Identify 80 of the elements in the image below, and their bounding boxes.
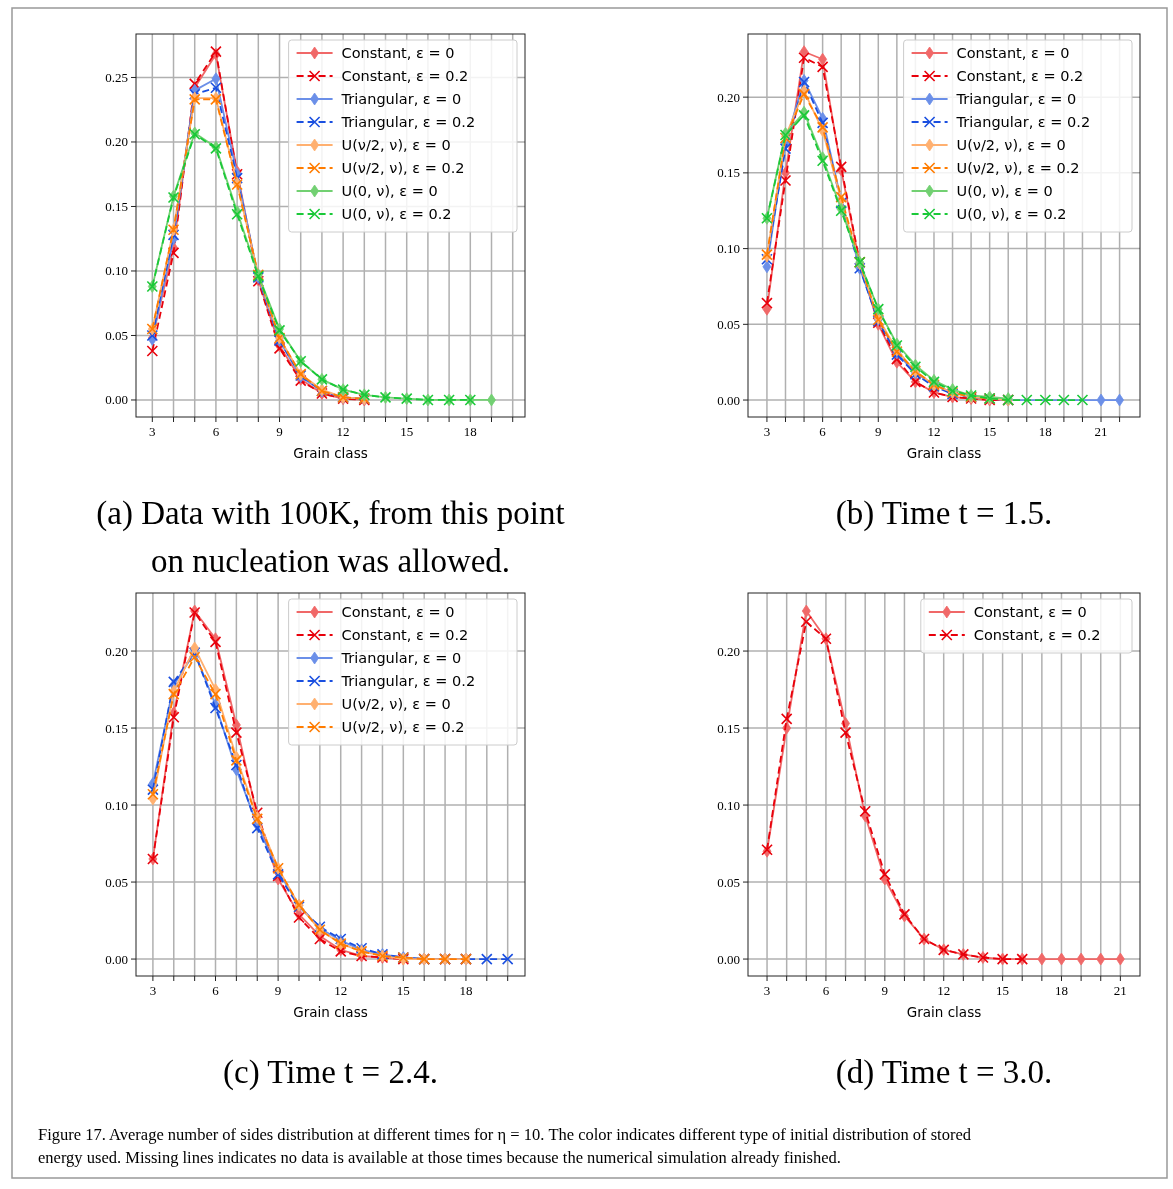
x-tick-label: 9: [276, 424, 283, 439]
legend-label: Constant, ε = 0.2: [956, 68, 1084, 84]
y-tick-label: 0.00: [105, 951, 128, 967]
legend-label: Constant, ε = 0: [341, 45, 455, 61]
y-tick-label: 0.00: [717, 392, 740, 408]
legend-label: Triangular, ε = 0: [340, 91, 462, 107]
legend-label: U(0, ν), ε = 0: [341, 183, 438, 199]
legend-label: U(ν/2, ν), ε = 0.2: [956, 160, 1080, 176]
x-tick-label: 18: [1054, 983, 1068, 998]
y-tick-label: 0.10: [105, 797, 128, 813]
y-tick-label: 0.15: [105, 720, 128, 736]
legend-label: Triangular, ε = 0.2: [340, 114, 476, 130]
text: (d) Time t = 3.0.: [835, 1054, 1053, 1091]
legend-label: U(ν/2, ν), ε = 0.2: [341, 719, 465, 735]
x-tick-label: 6: [212, 983, 220, 998]
legend-label: U(ν/2, ν), ε = 0: [341, 137, 451, 153]
y-tick-label: 0.10: [105, 263, 128, 279]
legend-label: Constant, ε = 0: [341, 604, 455, 620]
y-tick-label: 0.10: [717, 241, 740, 257]
x-tick-label: 9: [875, 424, 882, 439]
x-tick-label: 15: [396, 983, 410, 998]
x-tick-label: 12: [937, 983, 951, 998]
legend-label: Triangular, ε = 0: [955, 91, 1077, 107]
y-tick-label: 0.20: [105, 134, 128, 150]
legend-label: U(0, ν), ε = 0: [956, 183, 1053, 199]
y-tick-label: 0.15: [717, 720, 740, 736]
y-tick-label: 0.10: [717, 797, 740, 813]
x-axis-title: Grain class: [906, 1004, 982, 1020]
legend-label: Constant, ε = 0.2: [973, 627, 1101, 643]
legend-label: U(ν/2, ν), ε = 0: [956, 137, 1066, 153]
x-tick-label: 6: [212, 424, 220, 439]
x-tick-label: 21: [1094, 424, 1108, 439]
x-tick-label: 15: [983, 424, 997, 439]
x-tick-label: 3: [763, 424, 771, 439]
x-tick-label: 9: [881, 983, 889, 998]
x-tick-label: 3: [149, 983, 157, 998]
legend-label: Constant, ε = 0.2: [341, 627, 469, 643]
x-tick-label: 9: [274, 983, 282, 998]
x-axis-title: Grain class: [293, 1004, 368, 1020]
x-tick-label: 3: [763, 983, 771, 998]
x-tick-label: 12: [334, 983, 348, 998]
text: (b) Time t = 1.5.: [835, 495, 1053, 532]
legend-label: U(ν/2, ν), ε = 0: [341, 696, 451, 712]
y-tick-label: 0.00: [105, 392, 128, 408]
caption: Figure 17. Average number of sides distribution at different times for η = 10. The color indicates different type of initial distribution of stored energy used. Missing lines indicates no data is available at those times because the numerical simulation already finished.: [38, 1125, 972, 1167]
y-tick-label: 0.05: [717, 316, 740, 332]
y-tick-label: 0.05: [105, 327, 128, 343]
y-tick-label: 0.05: [717, 874, 740, 890]
x-tick-label: 3: [149, 424, 156, 439]
y-tick-label: 0.20: [717, 643, 740, 659]
x-tick-label: 6: [819, 424, 827, 439]
x-tick-label: 18: [459, 983, 473, 998]
text: (c) Time t = 2.4.: [223, 1054, 438, 1091]
y-tick-label: 0.20: [717, 89, 740, 105]
legend-label: Constant, ε = 0.2: [341, 68, 469, 84]
y-tick-label: 0.15: [717, 165, 740, 181]
legend-label: U(0, ν), ε = 0.2: [956, 206, 1067, 222]
legend-label: Triangular, ε = 0.2: [955, 114, 1091, 130]
y-tick-label: 0.15: [105, 198, 128, 214]
x-axis-title: Grain class: [293, 445, 368, 461]
y-tick-label: 0.00: [717, 951, 740, 967]
legend-label: U(ν/2, ν), ε = 0.2: [341, 160, 465, 176]
x-tick-label: 12: [336, 424, 350, 439]
y-tick-label: 0.05: [105, 874, 128, 890]
x-tick-label: 15: [996, 983, 1010, 998]
legend-label: Constant, ε = 0: [956, 45, 1070, 61]
legend-label: Constant, ε = 0: [973, 604, 1087, 620]
x-tick-label: 21: [1113, 983, 1127, 998]
x-tick-label: 18: [1038, 424, 1052, 439]
legend-label: Triangular, ε = 0.2: [340, 673, 476, 689]
text: (a) Data with 100K, from this point on nucleation was allowed.: [96, 495, 565, 579]
y-tick-label: 0.20: [105, 643, 128, 659]
x-tick-label: 6: [822, 983, 830, 998]
x-axis-title: Grain class: [906, 445, 982, 461]
x-tick-label: 15: [400, 424, 414, 439]
legend-label: Triangular, ε = 0: [340, 650, 462, 666]
legend-label: U(0, ν), ε = 0.2: [341, 206, 452, 222]
y-tick-label: 0.25: [105, 69, 128, 85]
x-tick-label: 18: [463, 424, 477, 439]
x-tick-label: 12: [927, 424, 941, 439]
